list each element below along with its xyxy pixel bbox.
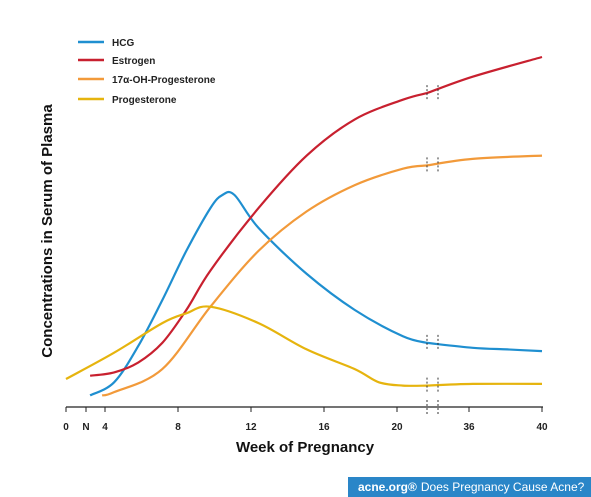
x-tick-label-6: 20 bbox=[391, 422, 403, 433]
series-line-hcg-pre bbox=[89, 190, 428, 397]
legend-label-progesterone: Progesterone bbox=[112, 95, 177, 106]
y-axis-title: Concentrations in Serum of Plasma bbox=[39, 104, 56, 358]
x-tick-label-3: 8 bbox=[175, 422, 181, 433]
footer-banner: acne.org® Does Pregnancy Cause Acne? bbox=[348, 477, 591, 497]
axis-break-markers bbox=[426, 85, 439, 416]
footer-caption: Does Pregnancy Cause Acne? bbox=[420, 480, 585, 494]
x-axis-title: Week of Pregnancy bbox=[236, 439, 375, 456]
x-tick-label-2: 4 bbox=[102, 422, 108, 433]
legend: HCG Estrogen 17α-OH-Progesterone Progest… bbox=[78, 38, 216, 106]
legend-label-17oh-progesterone: 17α-OH-Progesterone bbox=[112, 75, 216, 86]
x-tick-label-1: N bbox=[82, 422, 89, 433]
legend-label-estrogen: Estrogen bbox=[112, 56, 155, 67]
x-axis-ticks: 0 N 4 8 12 16 20 36 40 bbox=[63, 407, 548, 433]
series-line-hcg-post bbox=[426, 341, 543, 353]
series-line-estrogen-pre bbox=[89, 92, 428, 377]
series-line-17-oh-progesterone-pre bbox=[101, 164, 428, 397]
series-line-progesterone-pre bbox=[65, 305, 428, 387]
series-line-17-oh-progesterone-post bbox=[426, 154, 543, 167]
series-layer bbox=[65, 55, 543, 397]
footer-brand: acne.org® bbox=[358, 480, 417, 494]
series-line-estrogen-post bbox=[426, 55, 543, 95]
x-tick-label-5: 16 bbox=[318, 422, 330, 433]
x-tick-label-0: 0 bbox=[63, 422, 69, 433]
series-line-progesterone-post bbox=[426, 382, 543, 387]
x-tick-label-8: 40 bbox=[536, 422, 548, 433]
legend-label-hcg: HCG bbox=[112, 38, 134, 49]
x-tick-label-4: 12 bbox=[245, 422, 257, 433]
x-tick-label-7: 36 bbox=[463, 422, 475, 433]
